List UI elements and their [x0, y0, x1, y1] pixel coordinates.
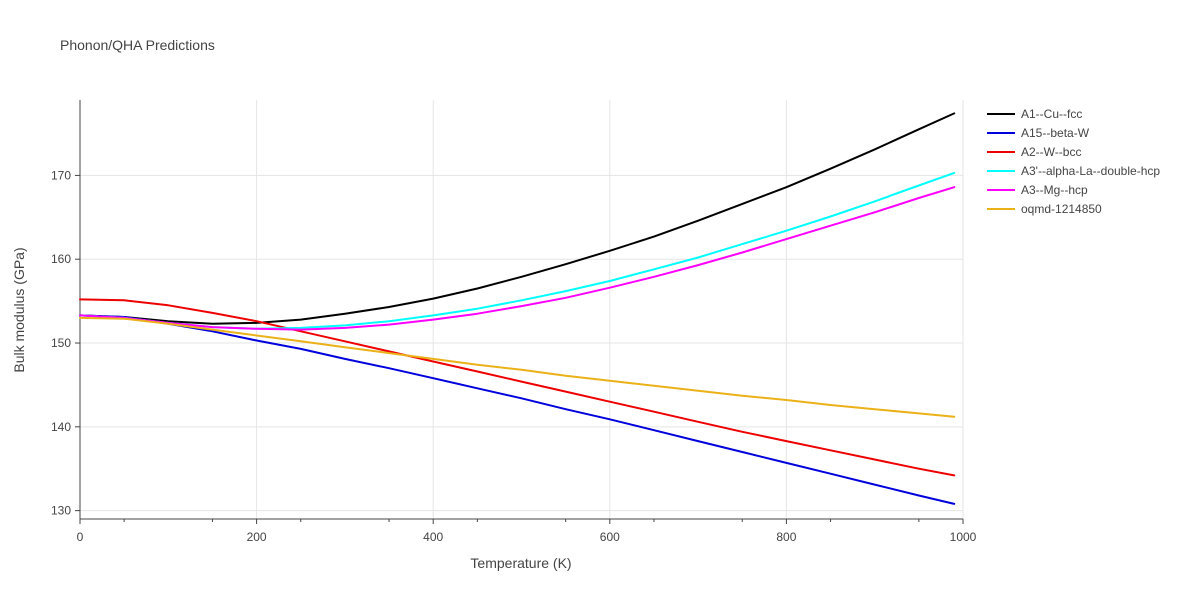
legend-label: A15--beta-W: [1021, 126, 1090, 140]
series-line-2: [79, 314, 956, 505]
legend-item[interactable]: A1--Cu--fcc: [987, 107, 1082, 121]
series-line-1: [79, 112, 956, 325]
y-tick-label: 150: [51, 336, 71, 350]
y-tick-label: 160: [51, 252, 71, 266]
series-line-4: [79, 171, 956, 330]
x-tick-label: 200: [247, 530, 267, 544]
legend-label: A3--Mg--hcp: [1021, 183, 1088, 197]
y-tick-label: 140: [51, 420, 71, 434]
x-tick-label: 400: [423, 530, 443, 544]
legend-item[interactable]: A2--W--bcc: [987, 145, 1081, 159]
legend[interactable]: A1--Cu--fcc A15--beta-W A2--W--bcc A3'--alp…: [987, 107, 1160, 216]
legend-item[interactable]: A15--beta-W: [987, 126, 1090, 140]
y-tick-label: 170: [51, 168, 71, 182]
x-axis-label: Temperature (K): [470, 555, 571, 571]
x-tick-label: 0: [77, 530, 84, 544]
x-tick-label: 600: [600, 530, 620, 544]
series-line-5: [79, 186, 956, 331]
legend-label: A3'--alpha-La--double-hcp: [1021, 164, 1160, 178]
chart-title: Phonon/QHA Predictions: [60, 37, 215, 53]
legend-label: A1--Cu--fcc: [1021, 107, 1082, 121]
legend-item[interactable]: oqmd-1214850: [987, 202, 1102, 216]
legend-label: A2--W--bcc: [1021, 145, 1081, 159]
legend-item[interactable]: A3--Mg--hcp: [987, 183, 1088, 197]
legend-label: oqmd-1214850: [1021, 202, 1102, 216]
grid: [80, 100, 964, 519]
y-axis-label: Bulk modulus (GPa): [11, 247, 27, 372]
legend-item[interactable]: A3'--alpha-La--double-hcp: [987, 164, 1160, 178]
y-tick-label: 130: [51, 504, 71, 518]
series-line-3: [79, 298, 956, 477]
x-tick-label: 800: [776, 530, 796, 544]
series-line-6: [79, 316, 956, 418]
axes: 0 200 400 600 800 1000 130 140 150 160 170: [51, 100, 977, 544]
plot-area: [79, 112, 956, 505]
x-tick-label: 1000: [950, 530, 977, 544]
